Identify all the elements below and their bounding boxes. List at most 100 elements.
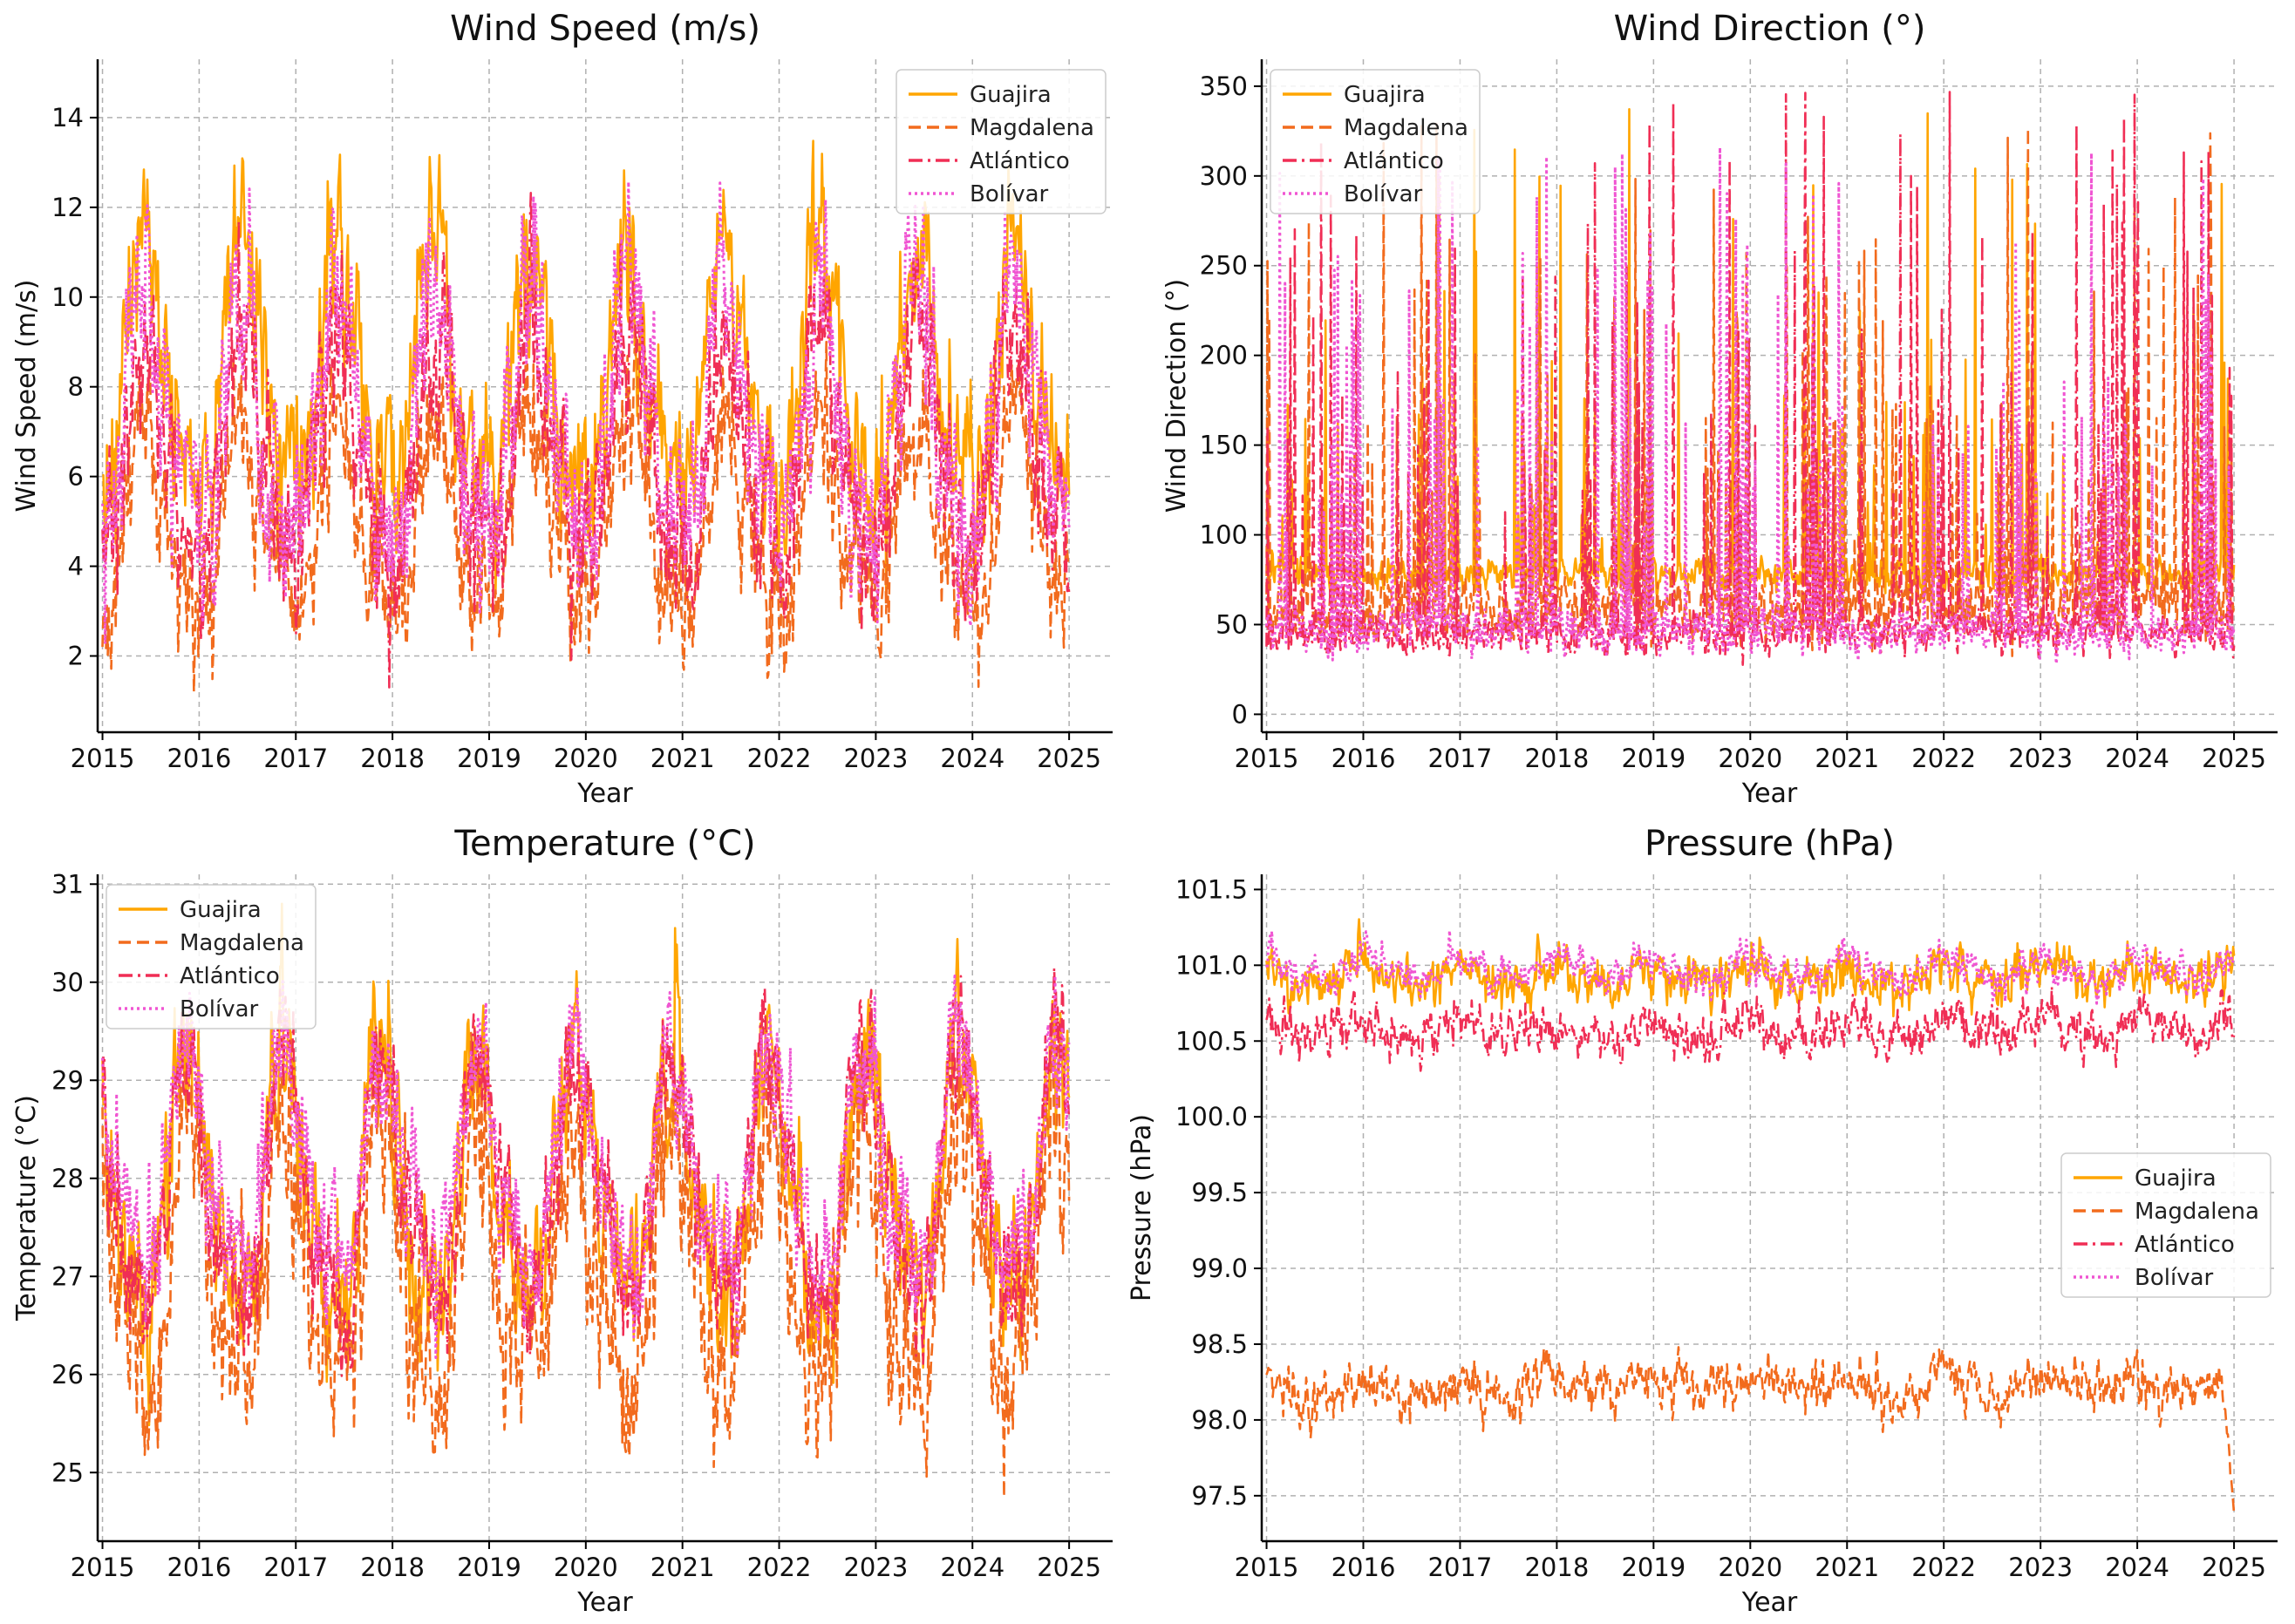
y-tick-label: 200 bbox=[1200, 341, 1248, 370]
x-tick-label: 2017 bbox=[1428, 1553, 1493, 1582]
legend-box bbox=[106, 884, 317, 1029]
y-tick-label: 100.5 bbox=[1175, 1026, 1248, 1056]
legend-label-magdalena: Magdalena bbox=[1344, 115, 1468, 141]
y-tick-label: 350 bbox=[1200, 71, 1248, 101]
x-tick-label: 2015 bbox=[1235, 744, 1299, 773]
y-tick-label: 100 bbox=[1200, 520, 1248, 550]
x-tick-label: 2015 bbox=[71, 744, 135, 773]
y-tick-label: 250 bbox=[1200, 251, 1248, 281]
y-tick-label: 97.5 bbox=[1191, 1481, 1248, 1511]
x-tick-label: 2022 bbox=[747, 1553, 812, 1582]
y-tick-label: 27 bbox=[51, 1261, 84, 1291]
series-line-guajira bbox=[102, 139, 1071, 594]
x-tick-label: 2018 bbox=[1524, 744, 1589, 773]
x-tick-label: 2021 bbox=[650, 744, 715, 773]
y-tick-label: 99.0 bbox=[1191, 1254, 1248, 1283]
legend-label-magdalena: Magdalena bbox=[180, 930, 304, 956]
y-tick-label: 150 bbox=[1200, 431, 1248, 460]
legend-box bbox=[2060, 1152, 2271, 1298]
x-tick-label: 2020 bbox=[554, 744, 618, 773]
x-tick-label: 2016 bbox=[167, 1553, 231, 1582]
y-tick-label: 300 bbox=[1200, 161, 1248, 191]
x-tick-label: 2019 bbox=[1621, 1553, 1685, 1582]
x-tick-label: 2018 bbox=[1524, 1553, 1589, 1582]
y-tick-label: 28 bbox=[51, 1164, 84, 1193]
chart-title: Wind Speed (m/s) bbox=[450, 9, 760, 49]
y-tick-label: 31 bbox=[51, 869, 84, 899]
series-line-magdalena bbox=[101, 1009, 1071, 1498]
x-tick-label: 2025 bbox=[1037, 1553, 1101, 1582]
y-tick-label: 4 bbox=[68, 552, 84, 581]
series-line-bolivar bbox=[101, 974, 1071, 1359]
series-line-bolivar bbox=[1265, 928, 2236, 1005]
series-lines bbox=[101, 902, 1071, 1498]
legend-label-guajira: Guajira bbox=[180, 897, 262, 923]
chart-panel-temperature: 2015 2016 2017 2018 2019 2020 2021 2022 2023 2024… bbox=[11, 824, 1113, 1618]
y-tick-label: 12 bbox=[51, 193, 84, 222]
y-tick-label: 14 bbox=[51, 103, 84, 133]
x-tick-label: 2018 bbox=[360, 1553, 425, 1582]
x-tick-label: 2022 bbox=[1911, 744, 1976, 773]
x-tick-label: 2020 bbox=[1718, 1553, 1782, 1582]
x-tick-label: 2016 bbox=[1331, 744, 1396, 773]
legend-label-bolivar: Bolívar bbox=[970, 181, 1049, 207]
y-tick-label: 2 bbox=[68, 642, 84, 671]
y-tick-label: 101.0 bbox=[1175, 950, 1248, 980]
y-tick-label: 10 bbox=[51, 282, 84, 312]
x-tick-label: 2022 bbox=[747, 744, 812, 773]
x-tick-label: 2021 bbox=[1815, 1553, 1879, 1582]
x-axis-label: Year bbox=[1741, 778, 1798, 809]
y-tick-label: 26 bbox=[51, 1360, 84, 1390]
legend-label-bolivar: Bolívar bbox=[180, 996, 259, 1023]
y-tick-label: 30 bbox=[51, 968, 84, 997]
legend-label-atlantico: Atlántico bbox=[1344, 148, 1444, 174]
x-tick-label: 2017 bbox=[1428, 744, 1493, 773]
chart-panel-wind-speed: 2015 2016 2017 2018 2019 2020 2021 2022 2023 2024… bbox=[11, 9, 1113, 809]
series-line-atlantico bbox=[1265, 985, 2236, 1072]
legend: Guajira Magdalena Atlántico Bolívar bbox=[106, 884, 317, 1029]
x-tick-label: 2016 bbox=[1331, 1553, 1396, 1582]
x-tick-label: 2016 bbox=[167, 744, 231, 773]
y-tick-label: 0 bbox=[1232, 699, 1248, 729]
x-tick-label: 2022 bbox=[1911, 1553, 1976, 1582]
y-axis-label: Temperature (°C) bbox=[11, 1095, 42, 1322]
x-tick-label: 2015 bbox=[71, 1553, 135, 1582]
legend-box bbox=[1270, 69, 1481, 214]
x-tick-label: 2024 bbox=[2105, 744, 2169, 773]
legend-label-guajira: Guajira bbox=[970, 82, 1052, 108]
legend-label-bolivar: Bolívar bbox=[2135, 1265, 2214, 1291]
y-axis-label: Wind Speed (m/s) bbox=[11, 280, 42, 513]
x-tick-label: 2017 bbox=[263, 1553, 328, 1582]
x-tick-label: 2025 bbox=[2202, 1553, 2266, 1582]
x-tick-label: 2017 bbox=[263, 744, 328, 773]
y-axis-label: Wind Direction (°) bbox=[1161, 279, 1192, 513]
y-tick-label: 98.0 bbox=[1191, 1405, 1248, 1435]
x-tick-label: 2024 bbox=[940, 1553, 1004, 1582]
x-tick-label: 2015 bbox=[1235, 1553, 1299, 1582]
legend: Guajira Magdalena Atlántico Bolívar bbox=[2060, 1152, 2271, 1298]
y-tick-label: 6 bbox=[68, 462, 84, 492]
series-line-magdalena bbox=[1265, 1346, 2236, 1514]
y-tick-label: 29 bbox=[51, 1065, 84, 1095]
x-tick-label: 2018 bbox=[360, 744, 425, 773]
x-tick-label: 2024 bbox=[2105, 1553, 2169, 1582]
x-tick-label: 2019 bbox=[1621, 744, 1685, 773]
series-line-magdalena bbox=[101, 334, 1071, 693]
y-axis-label: Pressure (hPa) bbox=[1127, 1114, 1157, 1301]
legend-label-atlantico: Atlántico bbox=[180, 963, 280, 989]
legend-label-guajira: Guajira bbox=[1344, 82, 1426, 108]
chart-title: Temperature (°C) bbox=[453, 824, 755, 864]
x-tick-label: 2019 bbox=[457, 1553, 521, 1582]
y-tick-label: 25 bbox=[51, 1458, 84, 1487]
x-tick-label: 2020 bbox=[554, 1553, 618, 1582]
chart-panel-pressure: 2015 2016 2017 2018 2019 2020 2021 2022 2023 2024… bbox=[1127, 824, 2278, 1618]
series-line-atlantico bbox=[101, 192, 1071, 689]
y-tick-label: 100.0 bbox=[1175, 1102, 1248, 1131]
x-tick-label: 2021 bbox=[650, 1553, 715, 1582]
chart-title: Wind Direction (°) bbox=[1614, 9, 1926, 49]
y-tick-label: 101.5 bbox=[1175, 874, 1248, 904]
x-tick-label: 2023 bbox=[2008, 1553, 2073, 1582]
legend: Guajira Magdalena Atlántico Bolívar bbox=[896, 69, 1107, 214]
series-lines bbox=[101, 139, 1071, 693]
chart-title: Pressure (hPa) bbox=[1645, 824, 1895, 864]
